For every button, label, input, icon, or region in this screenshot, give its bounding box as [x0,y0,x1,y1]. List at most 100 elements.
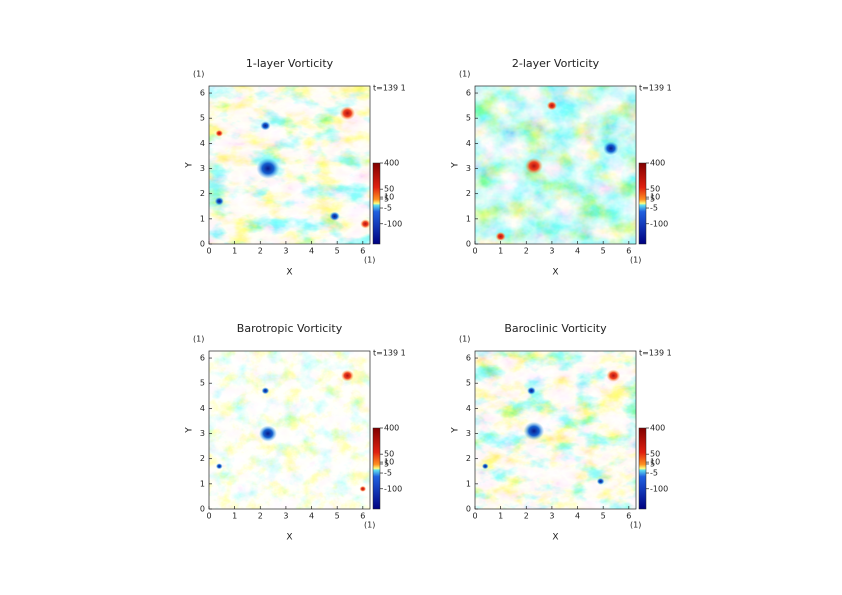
x-tick-label: 1 [498,512,503,521]
y-axis-label: Y [451,427,461,434]
x-tick-label: 5 [601,512,606,521]
panel-title: 1-layer Vorticity [246,57,334,70]
vortex [603,141,619,156]
x-tick-label: 0 [206,247,211,256]
time-label: t=139 1 [639,84,672,93]
x-unit: (1) [630,256,641,265]
vortex [606,369,621,382]
y-tick-label: 2 [466,189,471,198]
x-tick-label: 4 [309,247,314,256]
x-tick-label: 2 [524,512,529,521]
x-tick-label: 6 [360,512,365,521]
y-tick-label: 2 [466,454,471,463]
y-tick-label: 6 [200,354,205,363]
colorbar-tick-label: 5 [384,459,389,468]
y-tick-label: 5 [200,114,205,123]
x-axis-label: X [286,533,292,543]
vortex [546,101,558,111]
y-tick-label: 0 [466,505,471,514]
colorbar-tick-label: 10 [650,458,660,467]
vortex [495,231,506,242]
x-tick-label: 3 [283,247,288,256]
colorbar-tick-label: 400 [650,159,665,168]
y-tick-label: 0 [200,505,205,514]
colorbar [638,427,647,510]
x-tick-label: 5 [601,247,606,256]
y-tick-label: 1 [466,479,471,488]
colorbar-tick-label: 400 [650,424,665,433]
x-tick-label: 0 [206,512,211,521]
x-unit: (1) [630,521,641,530]
y-tick-label: 3 [200,164,205,173]
x-tick-label: 1 [498,247,503,256]
panel-title: 2-layer Vorticity [512,57,600,70]
vortex [256,158,280,179]
y-tick-label: 4 [466,139,471,148]
colorbar [372,162,381,245]
y-axis-label: Y [185,162,195,169]
y-tick-label: 3 [466,429,471,438]
y-tick-label: 4 [200,404,205,413]
vortex [339,106,356,121]
vortex [341,369,354,382]
y-tick-label: 6 [466,89,471,98]
x-tick-label: 1 [232,512,237,521]
colorbar-tick-label: 400 [384,159,399,168]
plot-frame [208,85,371,245]
x-tick-label: 0 [472,512,477,521]
x-tick-label: 4 [575,247,580,256]
x-tick-label: 6 [626,247,631,256]
vortex [260,121,271,131]
plot-frame [208,350,371,510]
colorbar-tick-label: 50 [650,185,660,194]
time-label: t=139 1 [639,349,672,358]
y-tick-label: 4 [200,139,205,148]
y-tick-label: 2 [200,189,205,198]
y-tick-label: 0 [466,240,471,249]
vortex [214,197,224,206]
vortex [525,157,543,175]
colorbar-tick-label: 10 [384,193,394,202]
colorbar-tick-label: -100 [384,219,402,228]
plot-frame [474,85,637,245]
y-unit: (1) [193,335,204,344]
vortex [215,463,223,470]
x-tick-label: 3 [549,512,554,521]
y-tick-label: 0 [200,240,205,249]
x-tick-label: 2 [258,512,263,521]
panel-title: Barotropic Vorticity [237,322,343,335]
x-tick-label: 4 [575,512,580,521]
vortex [259,425,277,442]
x-tick-label: 2 [258,247,263,256]
x-tick-label: 3 [549,247,554,256]
y-unit: (1) [459,70,470,79]
colorbar-tick-label: -5 [650,469,658,478]
y-unit: (1) [459,335,470,344]
x-tick-label: 6 [626,512,631,521]
colorbar-tick-label: 400 [384,424,399,433]
colorbar-tick-label: -5 [384,469,392,478]
x-axis-label: X [552,533,558,543]
x-tick-label: 3 [283,512,288,521]
y-tick-label: 6 [466,354,471,363]
vortex [527,386,536,395]
x-tick-label: 4 [309,512,314,521]
y-tick-label: 1 [200,479,205,488]
vortex [261,387,270,395]
time-label: t=139 1 [373,349,406,358]
x-axis-label: X [552,268,558,278]
vortex [359,485,367,492]
vortex [215,129,224,137]
colorbar-tick-label: 50 [650,450,660,459]
x-tick-label: 5 [335,247,340,256]
x-tick-label: 2 [524,247,529,256]
y-tick-label: 3 [466,164,471,173]
vortex [481,463,489,470]
y-tick-label: 4 [466,404,471,413]
colorbar-tick-label: 50 [384,185,394,194]
vorticity-field [475,86,636,244]
colorbar-tick-label: 10 [384,458,394,467]
panel-title: Baroclinic Vorticity [504,322,607,335]
x-tick-label: 0 [472,247,477,256]
